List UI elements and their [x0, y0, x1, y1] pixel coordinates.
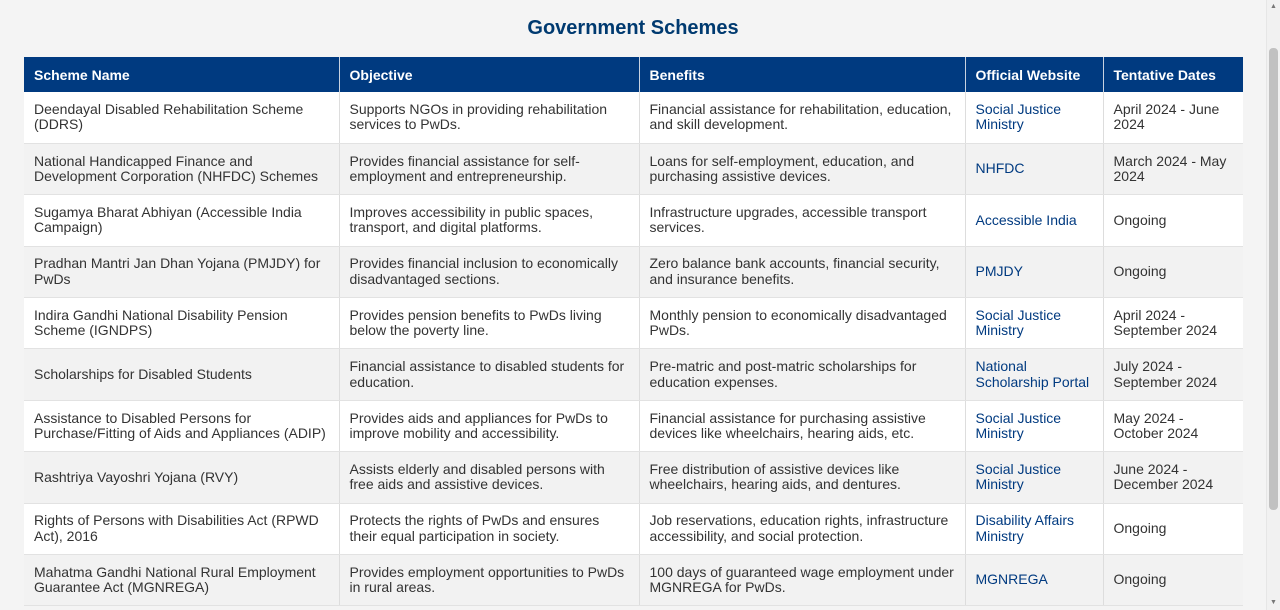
objective-cell: Provides financial inclusion to economic…	[338, 246, 639, 299]
schemes-table: Scheme Name Objective Benefits Official …	[24, 57, 1243, 607]
dates-cell: March 2024 - May 2024	[1102, 143, 1243, 196]
dates-cell: June 2024 - December 2024	[1102, 451, 1243, 504]
official-website-link[interactable]: Social Justice Ministry	[975, 409, 1062, 442]
vertical-scrollbar[interactable]: ▲ ▼	[1266, 0, 1280, 610]
table-row: Mahatma Gandhi National Rural Employment…	[24, 554, 1243, 607]
table-row: Sugamya Bharat Abhiyan (Accessible India…	[24, 194, 1243, 247]
scroll-down-arrow-icon[interactable]: ▼	[1270, 599, 1277, 606]
website-cell: Disability Affairs Ministry	[964, 503, 1103, 556]
objective-cell: Provides employment opportunities to PwD…	[338, 554, 639, 607]
website-cell: MGNREGA	[964, 554, 1103, 607]
scroll-up-arrow-icon[interactable]: ▲	[1270, 3, 1277, 10]
table-body: Deendayal Disabled Rehabilitation Scheme…	[24, 92, 1243, 607]
official-website-link[interactable]: NHFDC	[975, 160, 1025, 177]
official-website-link[interactable]: MGNREGA	[975, 571, 1048, 588]
website-cell: NHFDC	[964, 143, 1103, 196]
benefits-cell: Monthly pension to economically disadvan…	[638, 297, 965, 350]
scheme-name-cell: Indira Gandhi National Disability Pensio…	[24, 297, 339, 350]
scheme-name-cell: Rights of Persons with Disabilities Act …	[24, 503, 339, 556]
objective-cell: Improves accessibility in public spaces,…	[338, 194, 639, 247]
official-website-link[interactable]: Social Justice Ministry	[975, 306, 1062, 339]
dates-cell: Ongoing	[1102, 503, 1243, 556]
website-cell: Social Justice Ministry	[964, 400, 1103, 453]
table-row: Scholarships for Disabled Students Finan…	[24, 348, 1243, 401]
objective-cell: Provides aids and appliances for PwDs to…	[338, 400, 639, 453]
benefits-cell: Infrastructure upgrades, accessible tran…	[638, 194, 965, 247]
objective-cell: Provides financial assistance for self-e…	[338, 143, 639, 196]
benefits-cell: Loans for self-employment, education, an…	[638, 143, 965, 196]
objective-cell: Financial assistance to disabled student…	[338, 348, 639, 401]
benefits-cell: Financial assistance for rehabilitation,…	[638, 92, 965, 144]
objective-cell: Provides pension benefits to PwDs living…	[338, 297, 639, 350]
dates-cell: May 2024 - October 2024	[1102, 400, 1243, 453]
column-header-scheme-name: Scheme Name	[24, 57, 339, 92]
official-website-link[interactable]: National Scholarship Portal	[975, 358, 1090, 390]
scheme-name-cell: Pradhan Mantri Jan Dhan Yojana (PMJDY) f…	[24, 246, 339, 299]
column-header-official-website: Official Website	[964, 57, 1103, 92]
website-cell: Social Justice Ministry	[964, 92, 1103, 144]
table-row: National Handicapped Finance and Develop…	[24, 143, 1243, 196]
objective-cell: Supports NGOs in providing rehabilitatio…	[338, 92, 639, 144]
official-website-link[interactable]: Social Justice Ministry	[975, 460, 1062, 493]
benefits-cell: Pre-matric and post-matric scholarships …	[638, 348, 965, 401]
table-row: Assistance to Disabled Persons for Purch…	[24, 400, 1243, 453]
scrollbar-thumb[interactable]	[1269, 48, 1278, 510]
dates-cell: April 2024 - June 2024	[1102, 92, 1243, 144]
table-header-row: Scheme Name Objective Benefits Official …	[24, 57, 1243, 92]
scheme-name-cell: Mahatma Gandhi National Rural Employment…	[24, 554, 339, 607]
dates-cell: April 2024 - September 2024	[1102, 297, 1243, 350]
table-row: Rashtriya Vayoshri Yojana (RVY) Assists …	[24, 451, 1243, 504]
official-website-link[interactable]: Accessible India	[975, 211, 1077, 228]
website-cell: PMJDY	[964, 246, 1103, 299]
benefits-cell: Job reservations, education rights, infr…	[638, 503, 965, 556]
column-header-tentative-dates: Tentative Dates	[1102, 57, 1243, 92]
benefits-cell: Free distribution of assistive devices l…	[638, 451, 965, 504]
table-row: Indira Gandhi National Disability Pensio…	[24, 297, 1243, 350]
dates-cell: July 2024 - September 2024	[1102, 348, 1243, 401]
benefits-cell: Zero balance bank accounts, financial se…	[638, 246, 965, 299]
website-cell: Accessible India	[964, 194, 1103, 247]
benefits-cell: Financial assistance for purchasing assi…	[638, 400, 965, 453]
column-header-objective: Objective	[338, 57, 639, 92]
benefits-cell: 100 days of guaranteed wage employment u…	[638, 554, 965, 607]
table-row: Rights of Persons with Disabilities Act …	[24, 503, 1243, 556]
website-cell: National Scholarship Portal	[964, 348, 1103, 401]
official-website-link[interactable]: PMJDY	[975, 263, 1023, 280]
objective-cell: Protects the rights of PwDs and ensures …	[338, 503, 639, 556]
scheme-name-cell: Deendayal Disabled Rehabilitation Scheme…	[24, 92, 339, 144]
page-title: Government Schemes	[527, 17, 739, 39]
dates-cell: Ongoing	[1102, 194, 1243, 247]
scheme-name-cell: Rashtriya Vayoshri Yojana (RVY)	[24, 451, 339, 504]
table-row: Pradhan Mantri Jan Dhan Yojana (PMJDY) f…	[24, 246, 1243, 299]
website-cell: Social Justice Ministry	[964, 451, 1103, 504]
website-cell: Social Justice Ministry	[964, 297, 1103, 350]
table-row: Deendayal Disabled Rehabilitation Scheme…	[24, 92, 1243, 144]
dates-cell: Ongoing	[1102, 246, 1243, 299]
official-website-link[interactable]: Disability Affairs Ministry	[975, 512, 1075, 544]
dates-cell: Ongoing	[1102, 554, 1243, 607]
official-website-link[interactable]: Social Justice Ministry	[975, 100, 1062, 133]
scheme-name-cell: Assistance to Disabled Persons for Purch…	[24, 400, 339, 453]
column-header-benefits: Benefits	[638, 57, 965, 92]
scheme-name-cell: Sugamya Bharat Abhiyan (Accessible India…	[24, 194, 339, 247]
scheme-name-cell: National Handicapped Finance and Develop…	[24, 143, 339, 196]
objective-cell: Assists elderly and disabled persons wit…	[338, 451, 639, 504]
scheme-name-cell: Scholarships for Disabled Students	[24, 348, 339, 401]
